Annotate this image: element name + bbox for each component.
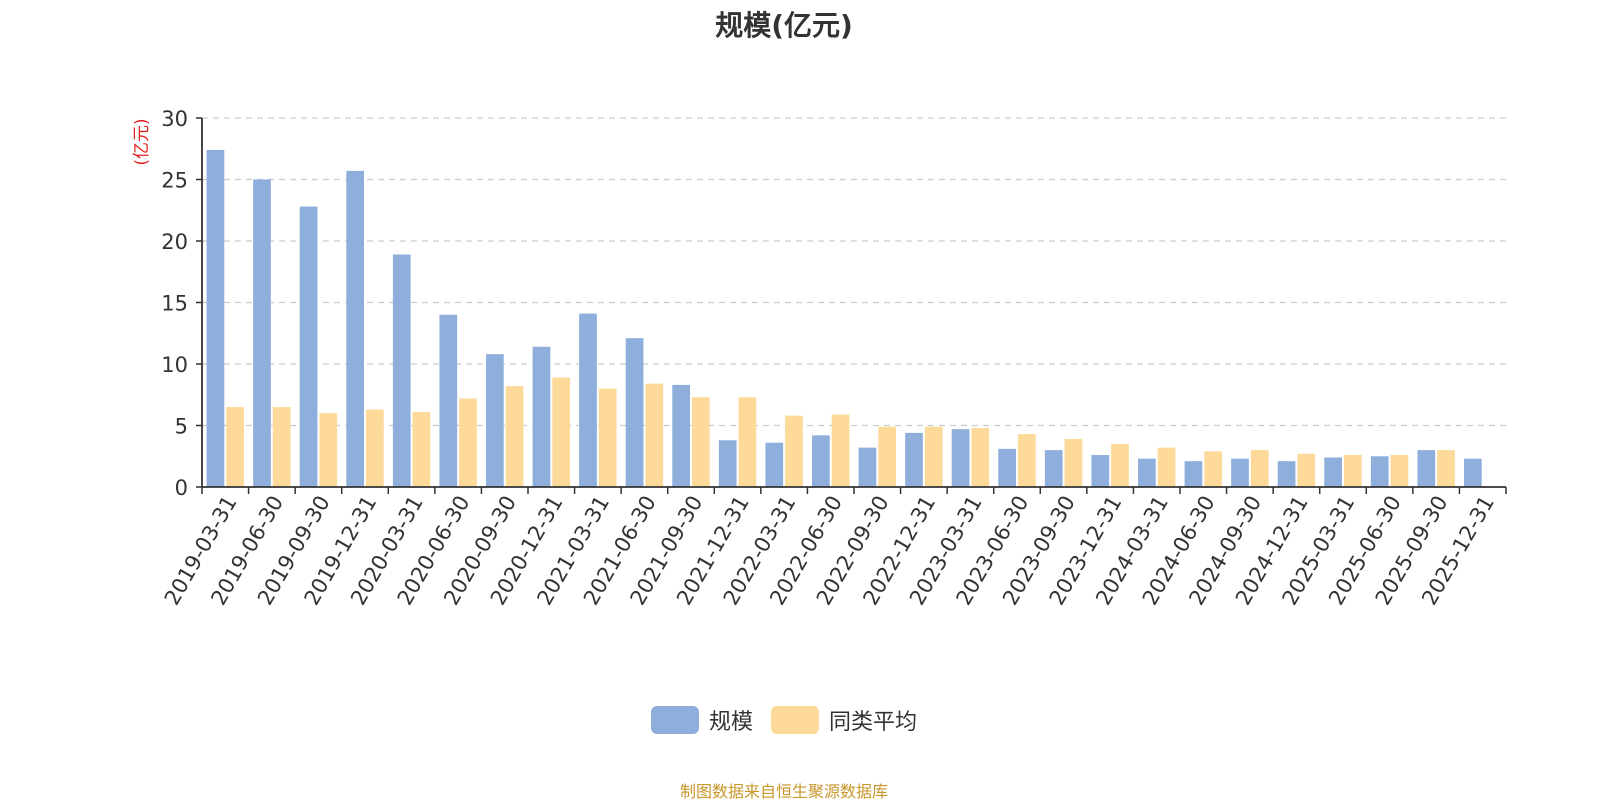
- bar-series-1[interactable]: [486, 354, 504, 487]
- bar-series-2[interactable]: [878, 426, 896, 487]
- bar-series-2[interactable]: [505, 386, 524, 487]
- bar-series-1[interactable]: [1044, 450, 1063, 487]
- grid-lines: [202, 117, 1506, 427]
- y-axis-unit-label: (亿元): [132, 118, 152, 165]
- bar-series-1[interactable]: [812, 435, 830, 487]
- bar-series-1[interactable]: [858, 447, 877, 487]
- bar-series-1[interactable]: [1231, 458, 1249, 487]
- bar-series-1[interactable]: [1464, 458, 1482, 487]
- bar-series-2[interactable]: [459, 398, 477, 487]
- bar-series-1[interactable]: [579, 313, 597, 487]
- bar-series-2[interactable]: [1250, 450, 1269, 487]
- bar-series-2[interactable]: [1157, 447, 1176, 487]
- bar-series-2[interactable]: [366, 409, 384, 487]
- legend-label-series-1: 规模: [708, 710, 753, 735]
- bar-series-2[interactable]: [412, 411, 431, 487]
- bar-series-1[interactable]: [392, 254, 411, 487]
- legend-item-series-2[interactable]: 同类平均: [771, 704, 917, 736]
- bar-series-2[interactable]: [1064, 439, 1083, 487]
- bar-series-1[interactable]: [1091, 455, 1110, 487]
- y-tick-label: 15: [161, 292, 188, 316]
- data-source-note: 制图数据来自恒生聚源数据库: [679, 782, 888, 801]
- bar-series-2[interactable]: [971, 427, 990, 487]
- bar-series-1[interactable]: [253, 179, 271, 488]
- legend-swatch-series-1: [650, 706, 699, 734]
- bar-series-1[interactable]: [1138, 458, 1156, 487]
- bar-series-2[interactable]: [1204, 451, 1222, 487]
- bar-series-2[interactable]: [272, 407, 291, 487]
- bar-series-1[interactable]: [998, 448, 1016, 487]
- y-tick-label: 25: [161, 169, 188, 193]
- bar-series-2[interactable]: [692, 397, 710, 487]
- bar-series-1[interactable]: [1277, 461, 1296, 487]
- bar-series-1[interactable]: [439, 314, 458, 487]
- bar-series-2[interactable]: [1018, 434, 1036, 487]
- chart-title: 规模(亿元): [715, 9, 853, 42]
- legend: 规模 同类平均: [0, 704, 1568, 736]
- bars: [206, 149, 1482, 488]
- bar-series-1[interactable]: [1324, 457, 1342, 487]
- bar-series-1[interactable]: [765, 442, 784, 487]
- y-tick-label: 10: [161, 353, 188, 377]
- bar-series-1[interactable]: [532, 346, 551, 487]
- bar-series-1[interactable]: [1370, 456, 1389, 487]
- y-tick-label: 30: [161, 107, 188, 131]
- legend-swatch-series-2: [771, 706, 819, 734]
- bar-series-2[interactable]: [598, 388, 617, 487]
- bar-series-2[interactable]: [645, 383, 664, 487]
- chart-area: 0510152025302019-03-312019-06-302019-09-…: [132, 107, 1507, 609]
- bar-series-1[interactable]: [905, 432, 923, 487]
- bar-series-2[interactable]: [738, 397, 757, 487]
- bar-series-2[interactable]: [785, 415, 803, 487]
- bar-series-2[interactable]: [552, 377, 570, 487]
- bar-series-2[interactable]: [319, 413, 338, 487]
- legend-label-series-2: 同类平均: [829, 710, 918, 735]
- bar-series-2[interactable]: [1297, 453, 1316, 487]
- bar-series-2[interactable]: [1437, 450, 1455, 487]
- y-tick-label: 0: [175, 476, 188, 500]
- bar-series-2[interactable]: [831, 414, 850, 487]
- y-tick-label: 20: [161, 230, 188, 254]
- bar-series-1[interactable]: [718, 440, 737, 487]
- bar-series-1[interactable]: [951, 429, 970, 487]
- bar-series-2[interactable]: [1344, 455, 1362, 487]
- bar-series-2[interactable]: [1111, 443, 1129, 487]
- bar-series-1[interactable]: [1184, 461, 1203, 487]
- legend-item-series-1[interactable]: 规模: [650, 704, 753, 736]
- bar-series-2[interactable]: [924, 426, 943, 487]
- bar-series-1[interactable]: [672, 384, 690, 487]
- bar-series-1[interactable]: [299, 206, 318, 487]
- bar-series-2[interactable]: [1390, 455, 1409, 487]
- bar-series-2[interactable]: [226, 407, 244, 487]
- bar-series-1[interactable]: [1417, 450, 1436, 487]
- bar-series-1[interactable]: [206, 149, 225, 488]
- y-tick-label: 5: [175, 415, 188, 439]
- bar-series-1[interactable]: [346, 170, 364, 487]
- bar-series-1[interactable]: [625, 338, 644, 487]
